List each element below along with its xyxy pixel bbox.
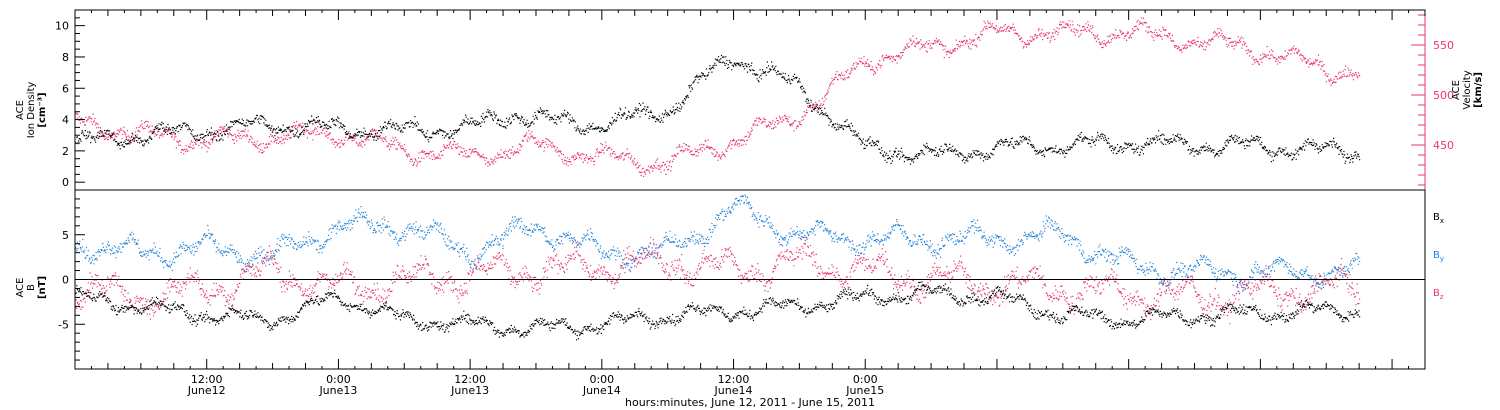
y-tick-label: -5 bbox=[58, 318, 69, 331]
axis-label-line: [nT] bbox=[37, 276, 48, 299]
data-points bbox=[75, 17, 1361, 178]
axis-label-line: [km/s] bbox=[1473, 72, 1484, 108]
x-tick-label: June15 bbox=[845, 384, 884, 397]
magnetic-field-panel: -5 0 5 ACE B [nT] Bx By Bz bbox=[15, 189, 1444, 370]
legend: Bx By Bz bbox=[1433, 212, 1444, 301]
x-tick-label: June12 bbox=[187, 384, 226, 397]
x-tick-label: June13 bbox=[318, 384, 357, 397]
series-velocity bbox=[75, 17, 1361, 178]
y-tick-label: 6 bbox=[62, 82, 69, 95]
y-tick-label: 0 bbox=[62, 274, 69, 287]
y-tick-label: 10 bbox=[55, 20, 69, 33]
y-tick-label: 0 bbox=[62, 176, 69, 189]
axis-label-line: B bbox=[26, 284, 37, 291]
y-tick-label: 4 bbox=[62, 114, 69, 127]
magnetic-field-axis-label: ACE B [nT] bbox=[15, 276, 48, 299]
series-by bbox=[75, 194, 1361, 293]
legend-item-Bx: Bx bbox=[1433, 212, 1444, 225]
time-axis: 12:00June120:00June1312:00June130:00June… bbox=[74, 10, 1426, 397]
x-tick-label: 0:00 bbox=[326, 373, 351, 386]
bottom-panel-ticks: -5 0 5 bbox=[58, 198, 85, 361]
axis-label-line: [cm⁻³] bbox=[37, 92, 48, 127]
top-panel-ticks: 0 2 4 6 8 10 450 500 550 bbox=[55, 10, 1454, 190]
y-tick-label: 8 bbox=[62, 51, 69, 64]
x-tick-label: 12:00 bbox=[191, 373, 223, 386]
y-tick-label: 5 bbox=[62, 229, 69, 242]
legend-item-Bz: Bz bbox=[1433, 288, 1444, 301]
x-tick-label: 12:00 bbox=[718, 373, 750, 386]
y2-tick-label: 500 bbox=[1433, 89, 1454, 102]
x-tick-label: June14 bbox=[582, 384, 621, 397]
x-tick-label: 0:00 bbox=[853, 373, 878, 386]
axis-label-line: Ion Density bbox=[26, 82, 37, 139]
series-bz bbox=[75, 236, 1361, 325]
axis-label-line: ACE bbox=[15, 100, 26, 120]
x-tick-label: June13 bbox=[450, 384, 489, 397]
x-tick-label: 0:00 bbox=[589, 373, 614, 386]
series-bx bbox=[75, 281, 1361, 341]
data-points bbox=[75, 236, 1361, 325]
axis-label-line: ACE bbox=[15, 278, 26, 298]
data-points bbox=[75, 194, 1361, 293]
axis-label-line: Velocity bbox=[1462, 70, 1473, 109]
velocity-axis-label: ACE Velocity [km/s] bbox=[1451, 70, 1484, 109]
legend-item-By: By bbox=[1433, 250, 1444, 263]
y2-tick-label: 550 bbox=[1433, 39, 1454, 52]
y-tick-label: 2 bbox=[62, 145, 69, 158]
x-tick-label: 12:00 bbox=[454, 373, 486, 386]
series-ion-density bbox=[75, 54, 1361, 165]
x-tick-label: June14 bbox=[714, 384, 753, 397]
ion-density-axis-label: ACE Ion Density [cm⁻³] bbox=[15, 82, 48, 139]
x-axis-label: hours:minutes, June 12, 2011 - June 15, … bbox=[625, 396, 875, 409]
axis-label-line: ACE bbox=[1451, 80, 1462, 100]
y2-tick-label: 450 bbox=[1433, 139, 1454, 152]
data-points bbox=[75, 54, 1361, 165]
data-points bbox=[75, 281, 1361, 341]
